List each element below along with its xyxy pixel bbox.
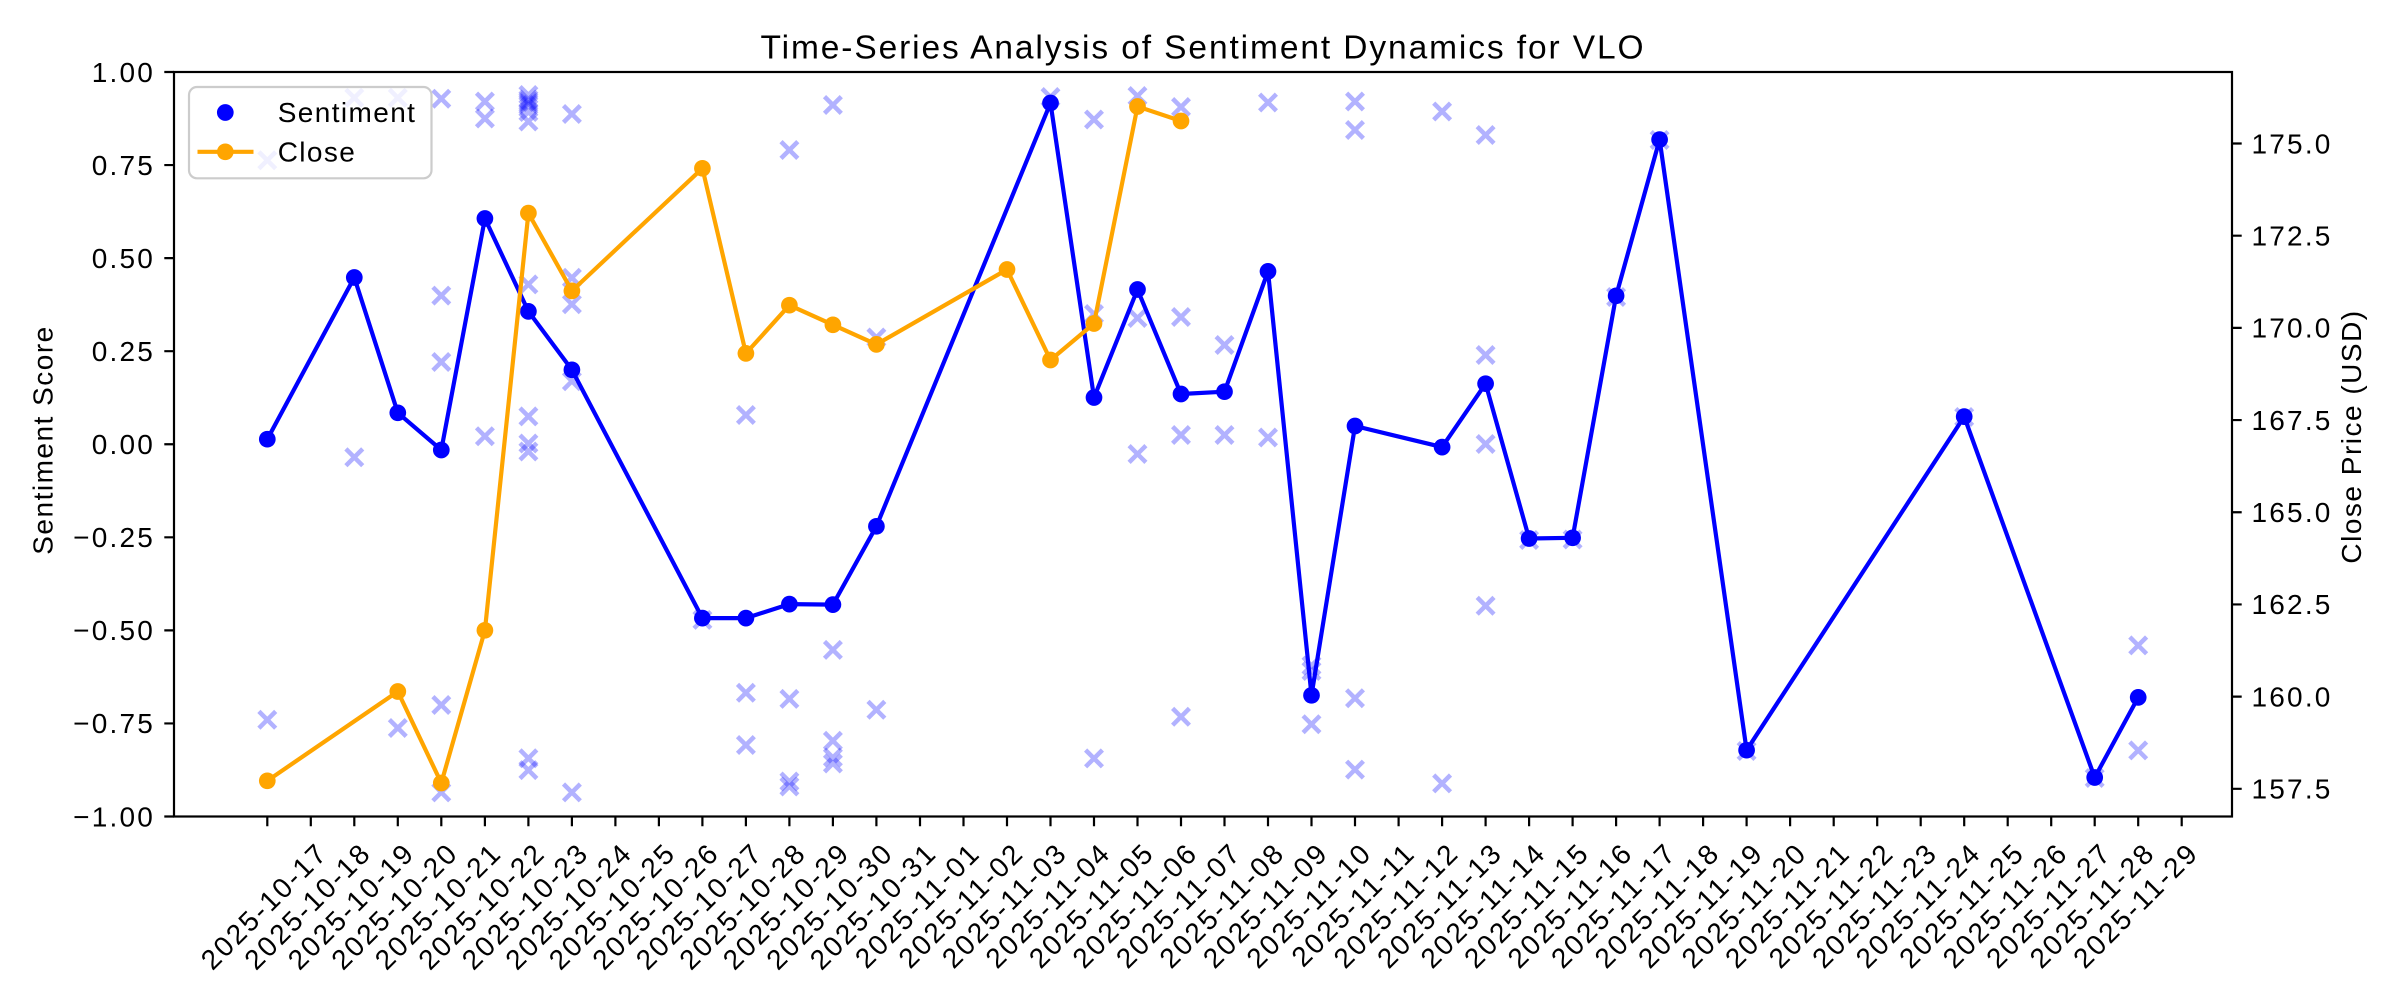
svg-text:Sentiment: Sentiment — [278, 97, 417, 128]
svg-text:Sentiment Score: Sentiment Score — [28, 325, 59, 555]
svg-text:157.5: 157.5 — [2252, 774, 2333, 805]
svg-text:175.0: 175.0 — [2252, 128, 2333, 159]
svg-text:0.00: 0.00 — [92, 429, 155, 460]
svg-text:−0.50: −0.50 — [73, 615, 155, 646]
svg-text:−0.75: −0.75 — [73, 708, 155, 739]
svg-text:Time-Series Analysis of Sentim: Time-Series Analysis of Sentiment Dynami… — [761, 30, 1646, 67]
svg-text:1.00: 1.00 — [92, 57, 155, 88]
svg-text:160.0: 160.0 — [2252, 681, 2333, 712]
svg-text:−0.25: −0.25 — [73, 522, 155, 553]
svg-text:0.25: 0.25 — [92, 336, 155, 367]
svg-text:172.5: 172.5 — [2252, 221, 2333, 252]
svg-text:0.75: 0.75 — [92, 150, 155, 181]
svg-text:Close: Close — [278, 137, 357, 168]
svg-text:0.50: 0.50 — [92, 243, 155, 274]
svg-text:−1.00: −1.00 — [73, 801, 155, 832]
svg-text:170.0: 170.0 — [2252, 313, 2333, 344]
svg-text:165.0: 165.0 — [2252, 497, 2333, 528]
svg-text:167.5: 167.5 — [2252, 405, 2333, 436]
svg-text:Close Price (USD): Close Price (USD) — [2336, 309, 2367, 563]
svg-text:162.5: 162.5 — [2252, 589, 2333, 620]
